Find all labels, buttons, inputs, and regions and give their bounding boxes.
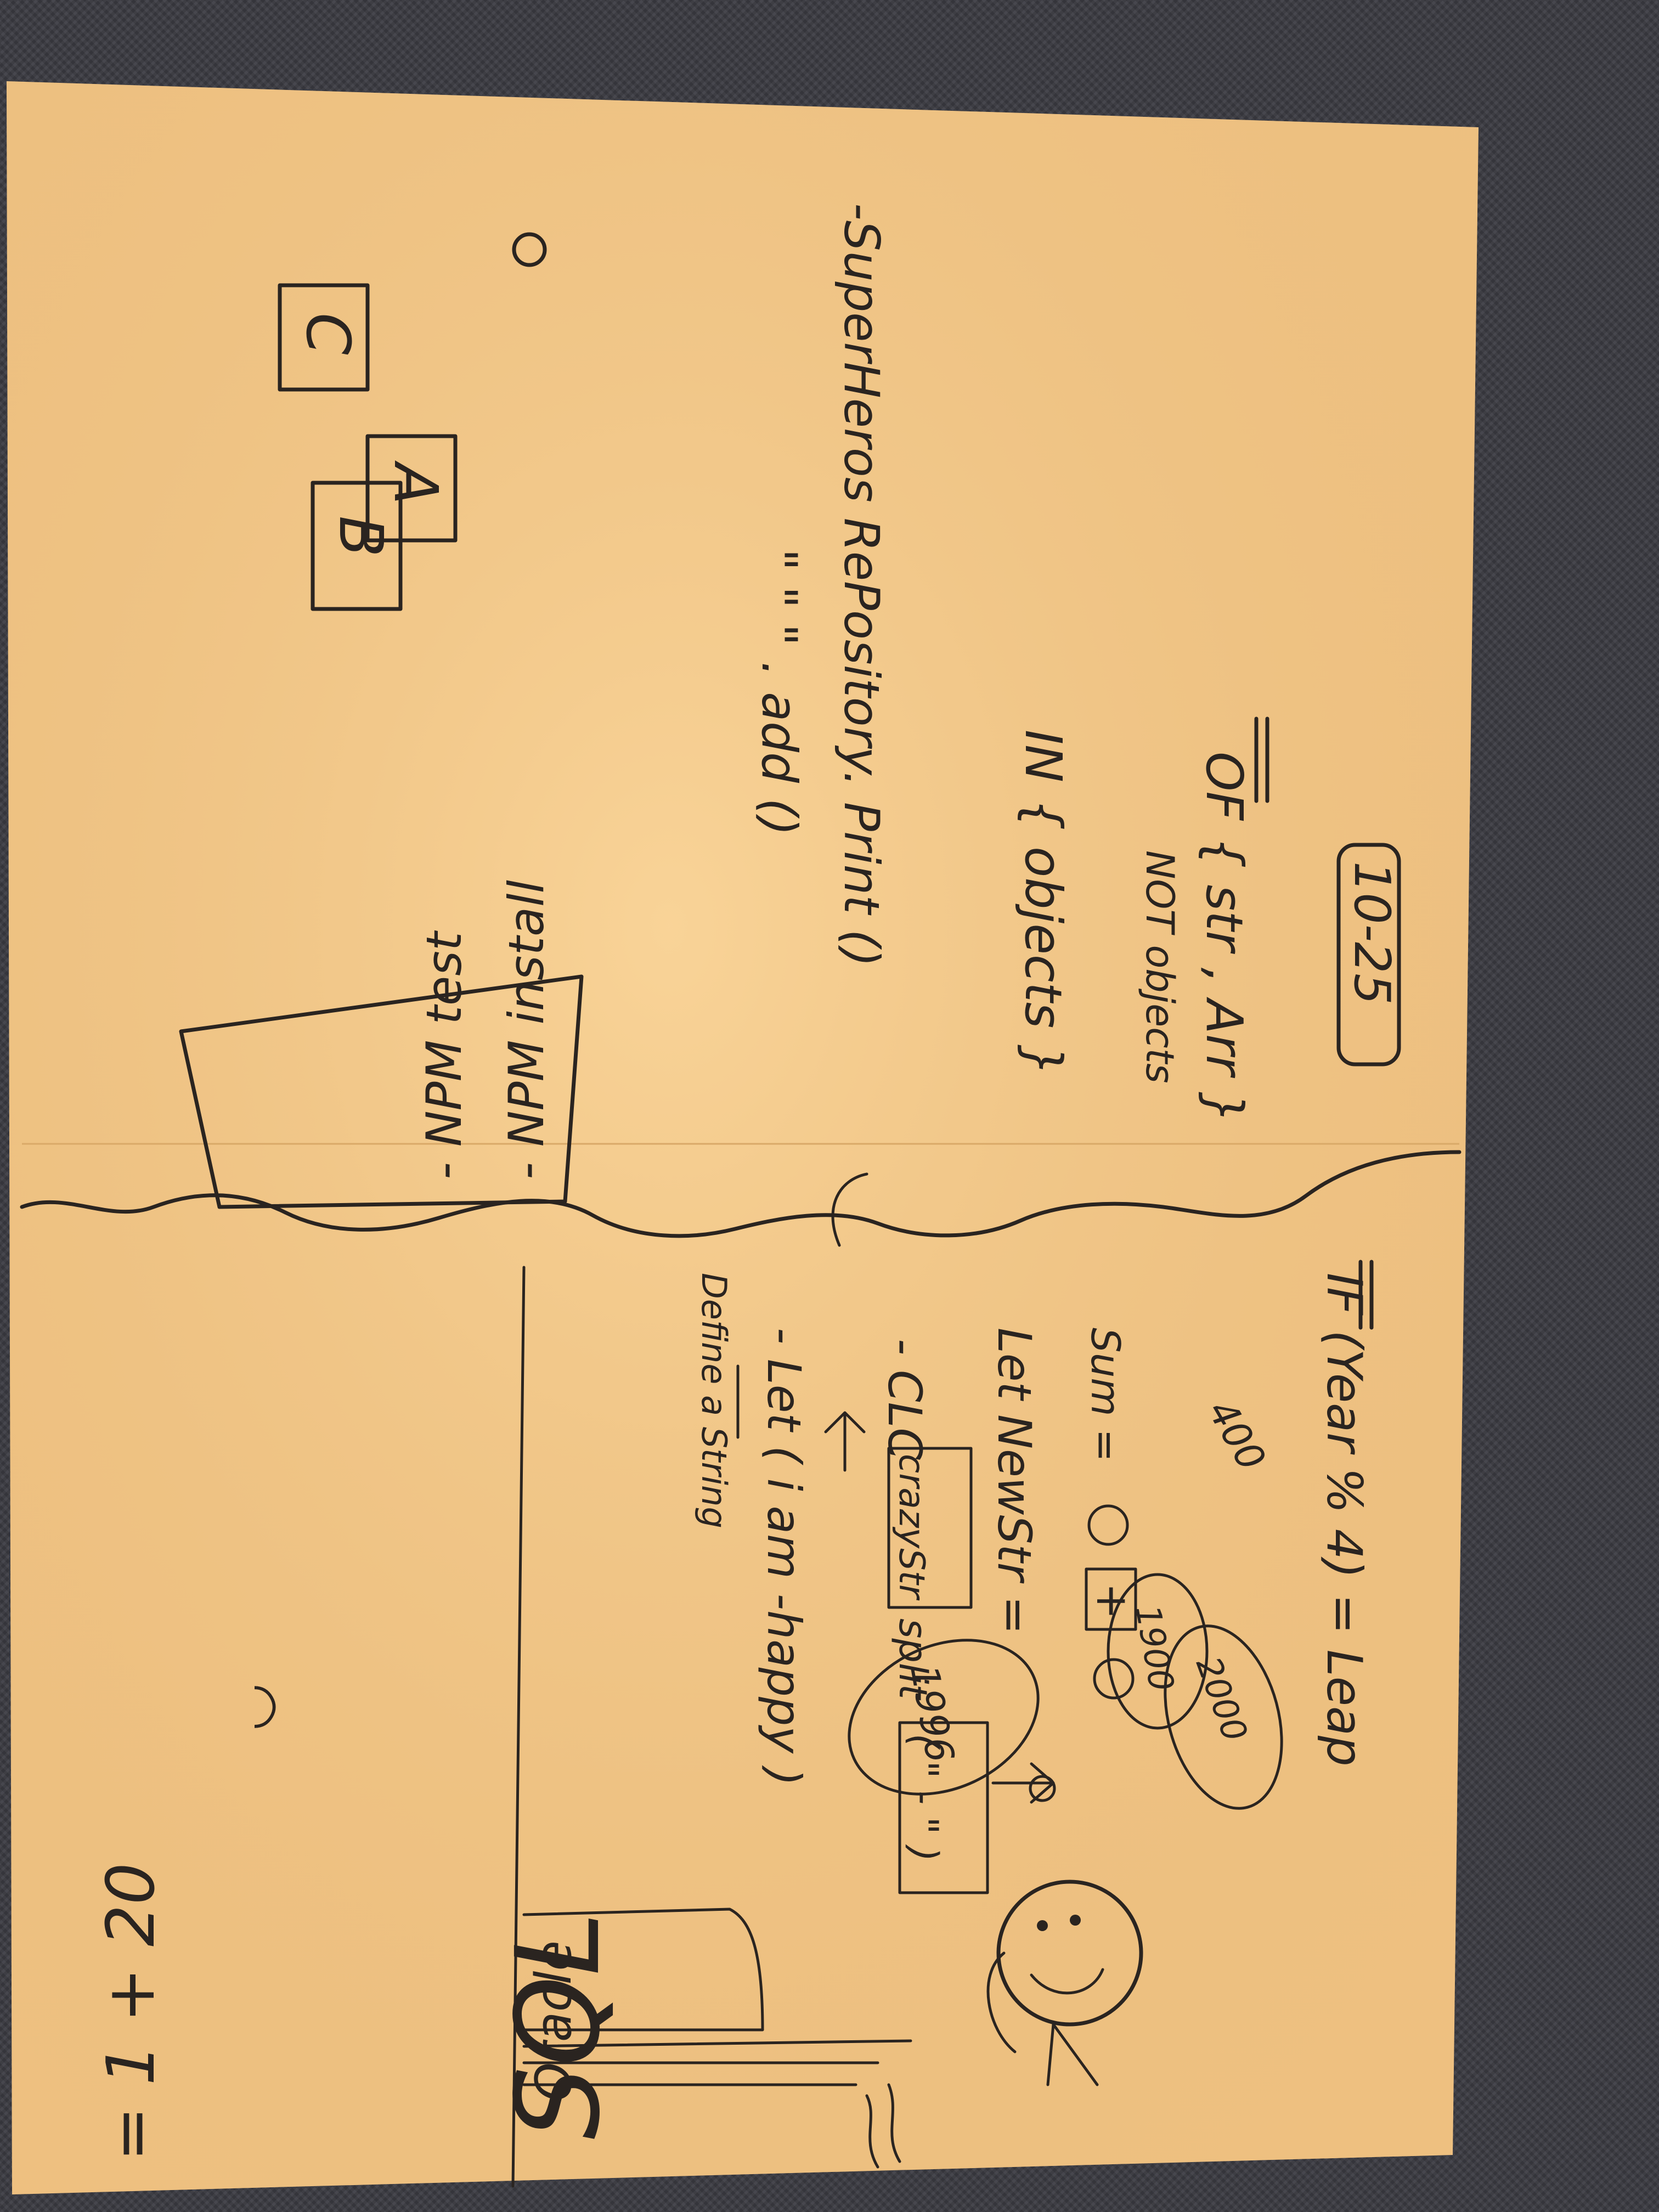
repo-print: -SuperHeros RePository. Print ()	[833, 203, 890, 967]
box-c	[278, 283, 370, 392]
sum-operand-2	[1093, 1658, 1135, 1700]
wavy-divider	[20, 1150, 1462, 1238]
figure-body	[1046, 2023, 1099, 2086]
smiley-mouth	[1030, 1968, 1104, 1995]
if-line: IF (Year % 4) = Leap	[1316, 1273, 1373, 1767]
ellipse-2000	[1164, 1624, 1283, 1810]
figure-arm	[986, 1951, 1017, 2053]
bottom-section: Define a String - Let ( i am -happy ) - …	[93, 1172, 1374, 2188]
vertical-divider	[511, 1266, 526, 2188]
let-newstr: Let NewStr =	[988, 1328, 1041, 1634]
smiley-face	[996, 1880, 1143, 2027]
cup-mark: ◡	[218, 1686, 282, 1728]
box-b	[311, 481, 403, 611]
box-b-label: B	[326, 516, 396, 557]
smiley-eye-right	[1070, 1915, 1081, 1926]
curved-arrow	[831, 1172, 868, 1247]
crazy-str-box	[887, 1447, 973, 1609]
small-circle-mark	[1029, 1775, 1056, 1802]
split-args-box	[898, 1721, 989, 1894]
smiley-eye-left	[1037, 1920, 1048, 1931]
of-line: OF { str , Arr }	[1195, 752, 1254, 1124]
box-a	[365, 434, 458, 543]
ellipse-1900	[1107, 1573, 1209, 1730]
light-glow	[7, 81, 1479, 2194]
oracle-box	[517, 1908, 764, 2032]
circle-mark	[512, 232, 547, 267]
crazy-str: crazyStr	[891, 1454, 932, 1601]
sum-operand-1	[1087, 1504, 1129, 1546]
arrow-down	[991, 1762, 1055, 1804]
sql-label: SQL	[491, 1911, 625, 2140]
oracle-label: Oracle	[525, 1940, 583, 2101]
npm-install: - NPM install	[498, 880, 555, 1180]
in-line: IN { objects }	[1014, 730, 1073, 1076]
let-line: - Let ( i am -happy )	[757, 1328, 811, 1786]
date-box	[1336, 843, 1401, 1066]
ditto-add: " " " . add ()	[751, 549, 808, 836]
sql-scribble	[865, 2083, 901, 2169]
npm-box	[179, 974, 584, 1209]
define-title: Define a String	[694, 1273, 734, 1528]
not-objects: NOT objects	[1137, 850, 1182, 1084]
npm-test: - NPM test	[416, 930, 472, 1180]
date-text: 10-25	[1343, 861, 1401, 1005]
top-section: C A B 10-25 OF { str , Arr } NOT objects…	[179, 203, 1401, 1209]
clc-line: - CLC	[878, 1339, 932, 1460]
stripe-1	[522, 2039, 912, 2048]
box-c-label: C	[293, 313, 363, 355]
ellipse-1996	[848, 1639, 1040, 1796]
sum-line: Sum =	[1082, 1328, 1128, 1462]
split-args: ( " - " )	[901, 1734, 946, 1861]
eq-line: = 1 + 20	[93, 1863, 170, 2162]
arrow-up	[824, 1411, 866, 1472]
